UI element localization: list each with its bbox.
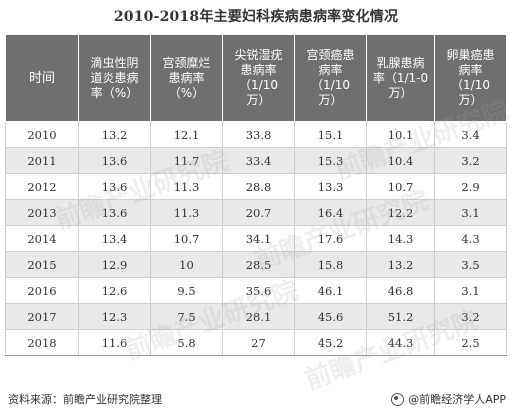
value-cell: 46.1 <box>294 277 367 304</box>
value-cell: 27 <box>222 329 295 356</box>
qianzhan-logo-icon <box>391 392 405 406</box>
value-cell: 13.6 <box>78 147 151 174</box>
year-cell: 2013 <box>5 199 79 226</box>
value-cell: 16.4 <box>294 199 367 226</box>
value-cell: 12.9 <box>78 251 151 278</box>
value-cell: 11.3 <box>150 173 223 200</box>
value-cell: 34.1 <box>222 225 295 252</box>
value-cell: 28.5 <box>222 251 295 278</box>
value-cell: 3.5 <box>434 251 507 278</box>
value-cell: 12.1 <box>150 121 223 148</box>
table-row: 2013 13.6 11.3 20.7 16.4 12.2 3.1 <box>5 199 507 226</box>
value-cell: 35.6 <box>222 277 295 304</box>
year-cell: 2014 <box>5 225 79 252</box>
value-cell: 10.4 <box>366 147 435 174</box>
column-header-cervical-erosion: 宫颈糜烂 患病率 （%） <box>150 34 223 122</box>
value-cell: 10.7 <box>150 225 223 252</box>
year-cell: 2012 <box>5 173 79 200</box>
value-cell: 12.3 <box>78 303 151 330</box>
value-cell: 13.6 <box>78 173 151 200</box>
year-cell: 2018 <box>5 329 79 356</box>
value-cell: 17.6 <box>294 225 367 252</box>
value-cell: 51.2 <box>366 303 435 330</box>
value-cell: 15.3 <box>294 147 367 174</box>
value-cell: 13.6 <box>78 199 151 226</box>
value-cell: 3.1 <box>434 277 507 304</box>
column-header-trichomonas: 滴虫性阴 道炎患病 率（%） <box>78 34 151 122</box>
value-cell: 10.1 <box>366 121 435 148</box>
value-cell: 3.4 <box>434 121 507 148</box>
year-cell: 2015 <box>5 251 79 278</box>
value-cell: 33.8 <box>222 121 295 148</box>
value-cell: 33.4 <box>222 147 295 174</box>
page-title: 2010-2018年主要妇科疾病患病率变化情况 <box>113 9 399 25</box>
column-header-breast: 乳腺患病 率（1/1-0 万） <box>366 34 435 122</box>
table-row: 2017 12.3 7.5 28.1 45.6 51.2 3.2 <box>5 303 507 330</box>
year-cell: 2011 <box>5 147 79 174</box>
value-cell: 44.3 <box>366 329 435 356</box>
table-row: 2010 13.2 12.1 33.8 15.1 10.1 3.4 <box>5 121 507 148</box>
column-header-cervical-cancer: 宫颈癌患 病率 （1/10 万） <box>294 34 367 122</box>
year-cell: 2016 <box>5 277 79 304</box>
value-cell: 10.7 <box>366 173 435 200</box>
value-cell: 9.5 <box>150 277 223 304</box>
value-cell: 3.2 <box>434 147 507 174</box>
brand-label: @前瞻经济学人APP <box>408 393 506 406</box>
value-cell: 11.3 <box>150 199 223 226</box>
value-cell: 10 <box>150 251 223 278</box>
value-cell: 4.3 <box>434 225 507 252</box>
column-header-condyloma: 尖锐湿疣 患病率 （1/10 万） <box>222 34 295 122</box>
value-cell: 15.8 <box>294 251 367 278</box>
value-cell: 45.6 <box>294 303 367 330</box>
column-header-ovarian-cancer: 卵巢癌患 病率 （1/10 万） <box>434 34 507 122</box>
value-cell: 11.6 <box>78 329 151 356</box>
value-cell: 11.7 <box>150 147 223 174</box>
value-cell: 14.3 <box>366 225 435 252</box>
value-cell: 13.3 <box>294 173 367 200</box>
year-cell: 2010 <box>5 121 79 148</box>
value-cell: 28.1 <box>222 303 295 330</box>
year-cell: 2017 <box>5 303 79 330</box>
column-header-time: 时间 <box>5 34 79 122</box>
table-row: 2015 12.9 10 28.5 15.8 13.2 3.5 <box>5 251 507 278</box>
value-cell: 3.2 <box>434 303 507 330</box>
value-cell: 5.8 <box>150 329 223 356</box>
value-cell: 13.2 <box>366 251 435 278</box>
value-cell: 2.9 <box>434 173 507 200</box>
table-row: 2014 13.4 10.7 34.1 17.6 14.3 4.3 <box>5 225 507 252</box>
value-cell: 13.2 <box>78 121 151 148</box>
source-note: 资料来源：前瞻产业研究院整理 <box>8 393 162 406</box>
value-cell: 12.6 <box>78 277 151 304</box>
value-cell: 20.7 <box>222 199 295 226</box>
value-cell: 28.8 <box>222 173 295 200</box>
value-cell: 3.1 <box>434 199 507 226</box>
value-cell: 12.2 <box>366 199 435 226</box>
data-table: 时间 滴虫性阴 道炎患病 率（%） 宫颈糜烂 患病率 （%） 尖锐湿疣 患病率 … <box>5 34 507 356</box>
value-cell: 2.5 <box>434 329 507 356</box>
table-header-row: 时间 滴虫性阴 道炎患病 率（%） 宫颈糜烂 患病率 （%） 尖锐湿疣 患病率 … <box>5 34 507 122</box>
brand-credit: @前瞻经济学人APP <box>391 391 506 407</box>
value-cell: 46.8 <box>366 277 435 304</box>
table-row: 2012 13.6 11.3 28.8 13.3 10.7 2.9 <box>5 173 507 200</box>
value-cell: 7.5 <box>150 303 223 330</box>
value-cell: 45.2 <box>294 329 367 356</box>
table-row: 2018 11.6 5.8 27 45.2 44.3 2.5 <box>5 329 507 356</box>
footer: 资料来源：前瞻产业研究院整理 @前瞻经济学人APP <box>0 388 512 410</box>
value-cell: 15.1 <box>294 121 367 148</box>
value-cell: 13.4 <box>78 225 151 252</box>
table-row: 2016 12.6 9.5 35.6 46.1 46.8 3.1 <box>5 277 507 304</box>
table-row: 2011 13.6 11.7 33.4 15.3 10.4 3.2 <box>5 147 507 174</box>
